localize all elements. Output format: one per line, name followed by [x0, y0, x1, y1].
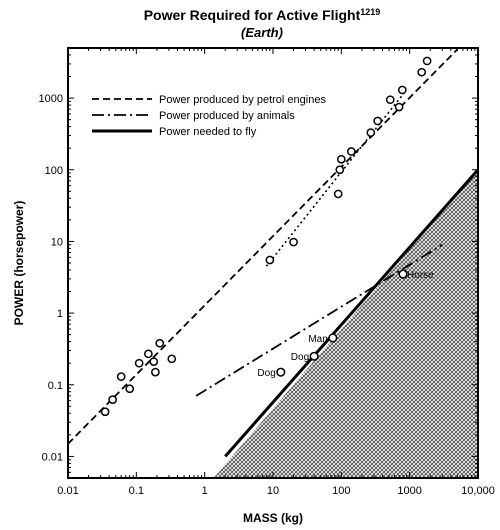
data-point-5: [144, 349, 153, 359]
data-point-0: [100, 407, 110, 417]
y-tick-label: 0.1: [48, 380, 63, 392]
legend-label-0: Power produced by petrol engines: [159, 94, 326, 106]
data-point-20: [397, 85, 407, 95]
annotations: Horse Man Dog Dog: [257, 269, 434, 379]
title-superscript: 1219: [360, 7, 380, 17]
shaded-region: [213, 169, 478, 478]
annotation-point-2: [309, 351, 319, 361]
x-tick-label: 10: [267, 485, 279, 497]
data-point-15: [346, 147, 356, 156]
data-point-4: [134, 358, 144, 368]
data-point-11: [289, 237, 298, 247]
x-tick-label: 10,000: [461, 485, 495, 497]
data-point-9: [167, 354, 177, 364]
annotation-point-3: [276, 367, 286, 377]
data-point-2: [116, 372, 126, 381]
series-line-1: [195, 243, 443, 397]
data-point-18: [385, 95, 395, 105]
legend-label-1: Power produced by animals: [159, 110, 295, 122]
data-point-1: [108, 395, 117, 404]
x-tick-label: 1000: [397, 485, 421, 497]
data-point-16: [366, 128, 376, 137]
data-point-22: [422, 56, 432, 66]
data-point-19: [394, 102, 404, 112]
hatched-region: [213, 169, 478, 478]
data-point-10: [265, 255, 275, 265]
data-point-8: [155, 338, 165, 348]
annotation-point-0: [398, 269, 408, 279]
data-point-7: [151, 367, 160, 377]
y-tick-label: 1000: [39, 93, 63, 105]
y-tick-label: 0.01: [42, 451, 63, 463]
series-lines: [68, 48, 478, 458]
x-tick-label: 0.01: [57, 485, 78, 497]
y-tick-label: 10: [51, 236, 63, 248]
legend: Power produced by petrol engines Power pr…: [92, 94, 326, 138]
series-line-2: [224, 168, 478, 458]
data-point-17: [373, 116, 383, 126]
data-points: [100, 56, 432, 417]
data-point-6: [149, 357, 159, 367]
annotation-label-3: Dog: [257, 368, 275, 379]
chart-title: Power Required for Active Flight1219: [144, 7, 381, 23]
series-line-0: [68, 48, 459, 445]
data-point-3: [125, 384, 135, 394]
annotation-label-1: Man: [308, 334, 327, 345]
data-point-21: [417, 67, 427, 77]
y-axis-label: POWER (horsepower): [12, 201, 26, 326]
x-tick-label: 1: [202, 485, 208, 497]
annotation-label-2: Dog: [291, 352, 309, 363]
data-point-12: [333, 189, 343, 199]
axis-ticks: 0.01 0.1 1 10 100 1000 10,000 0.01 0.1 1 10 100 1000: [39, 47, 495, 497]
x-tick-label: 0.1: [129, 485, 144, 497]
annotation-label-0: Horse: [407, 270, 434, 281]
x-axis-label: MASS (kg): [243, 511, 303, 525]
y-tick-label: 1: [57, 308, 63, 320]
x-tick-label: 100: [332, 485, 350, 497]
legend-label-2: Power needed to fly: [159, 126, 257, 138]
y-tick-label: 100: [45, 165, 63, 177]
data-point-14: [336, 154, 346, 164]
chart-subtitle: (Earth): [241, 25, 283, 40]
data-point-13: [335, 165, 345, 175]
annotation-point-1: [328, 333, 338, 343]
